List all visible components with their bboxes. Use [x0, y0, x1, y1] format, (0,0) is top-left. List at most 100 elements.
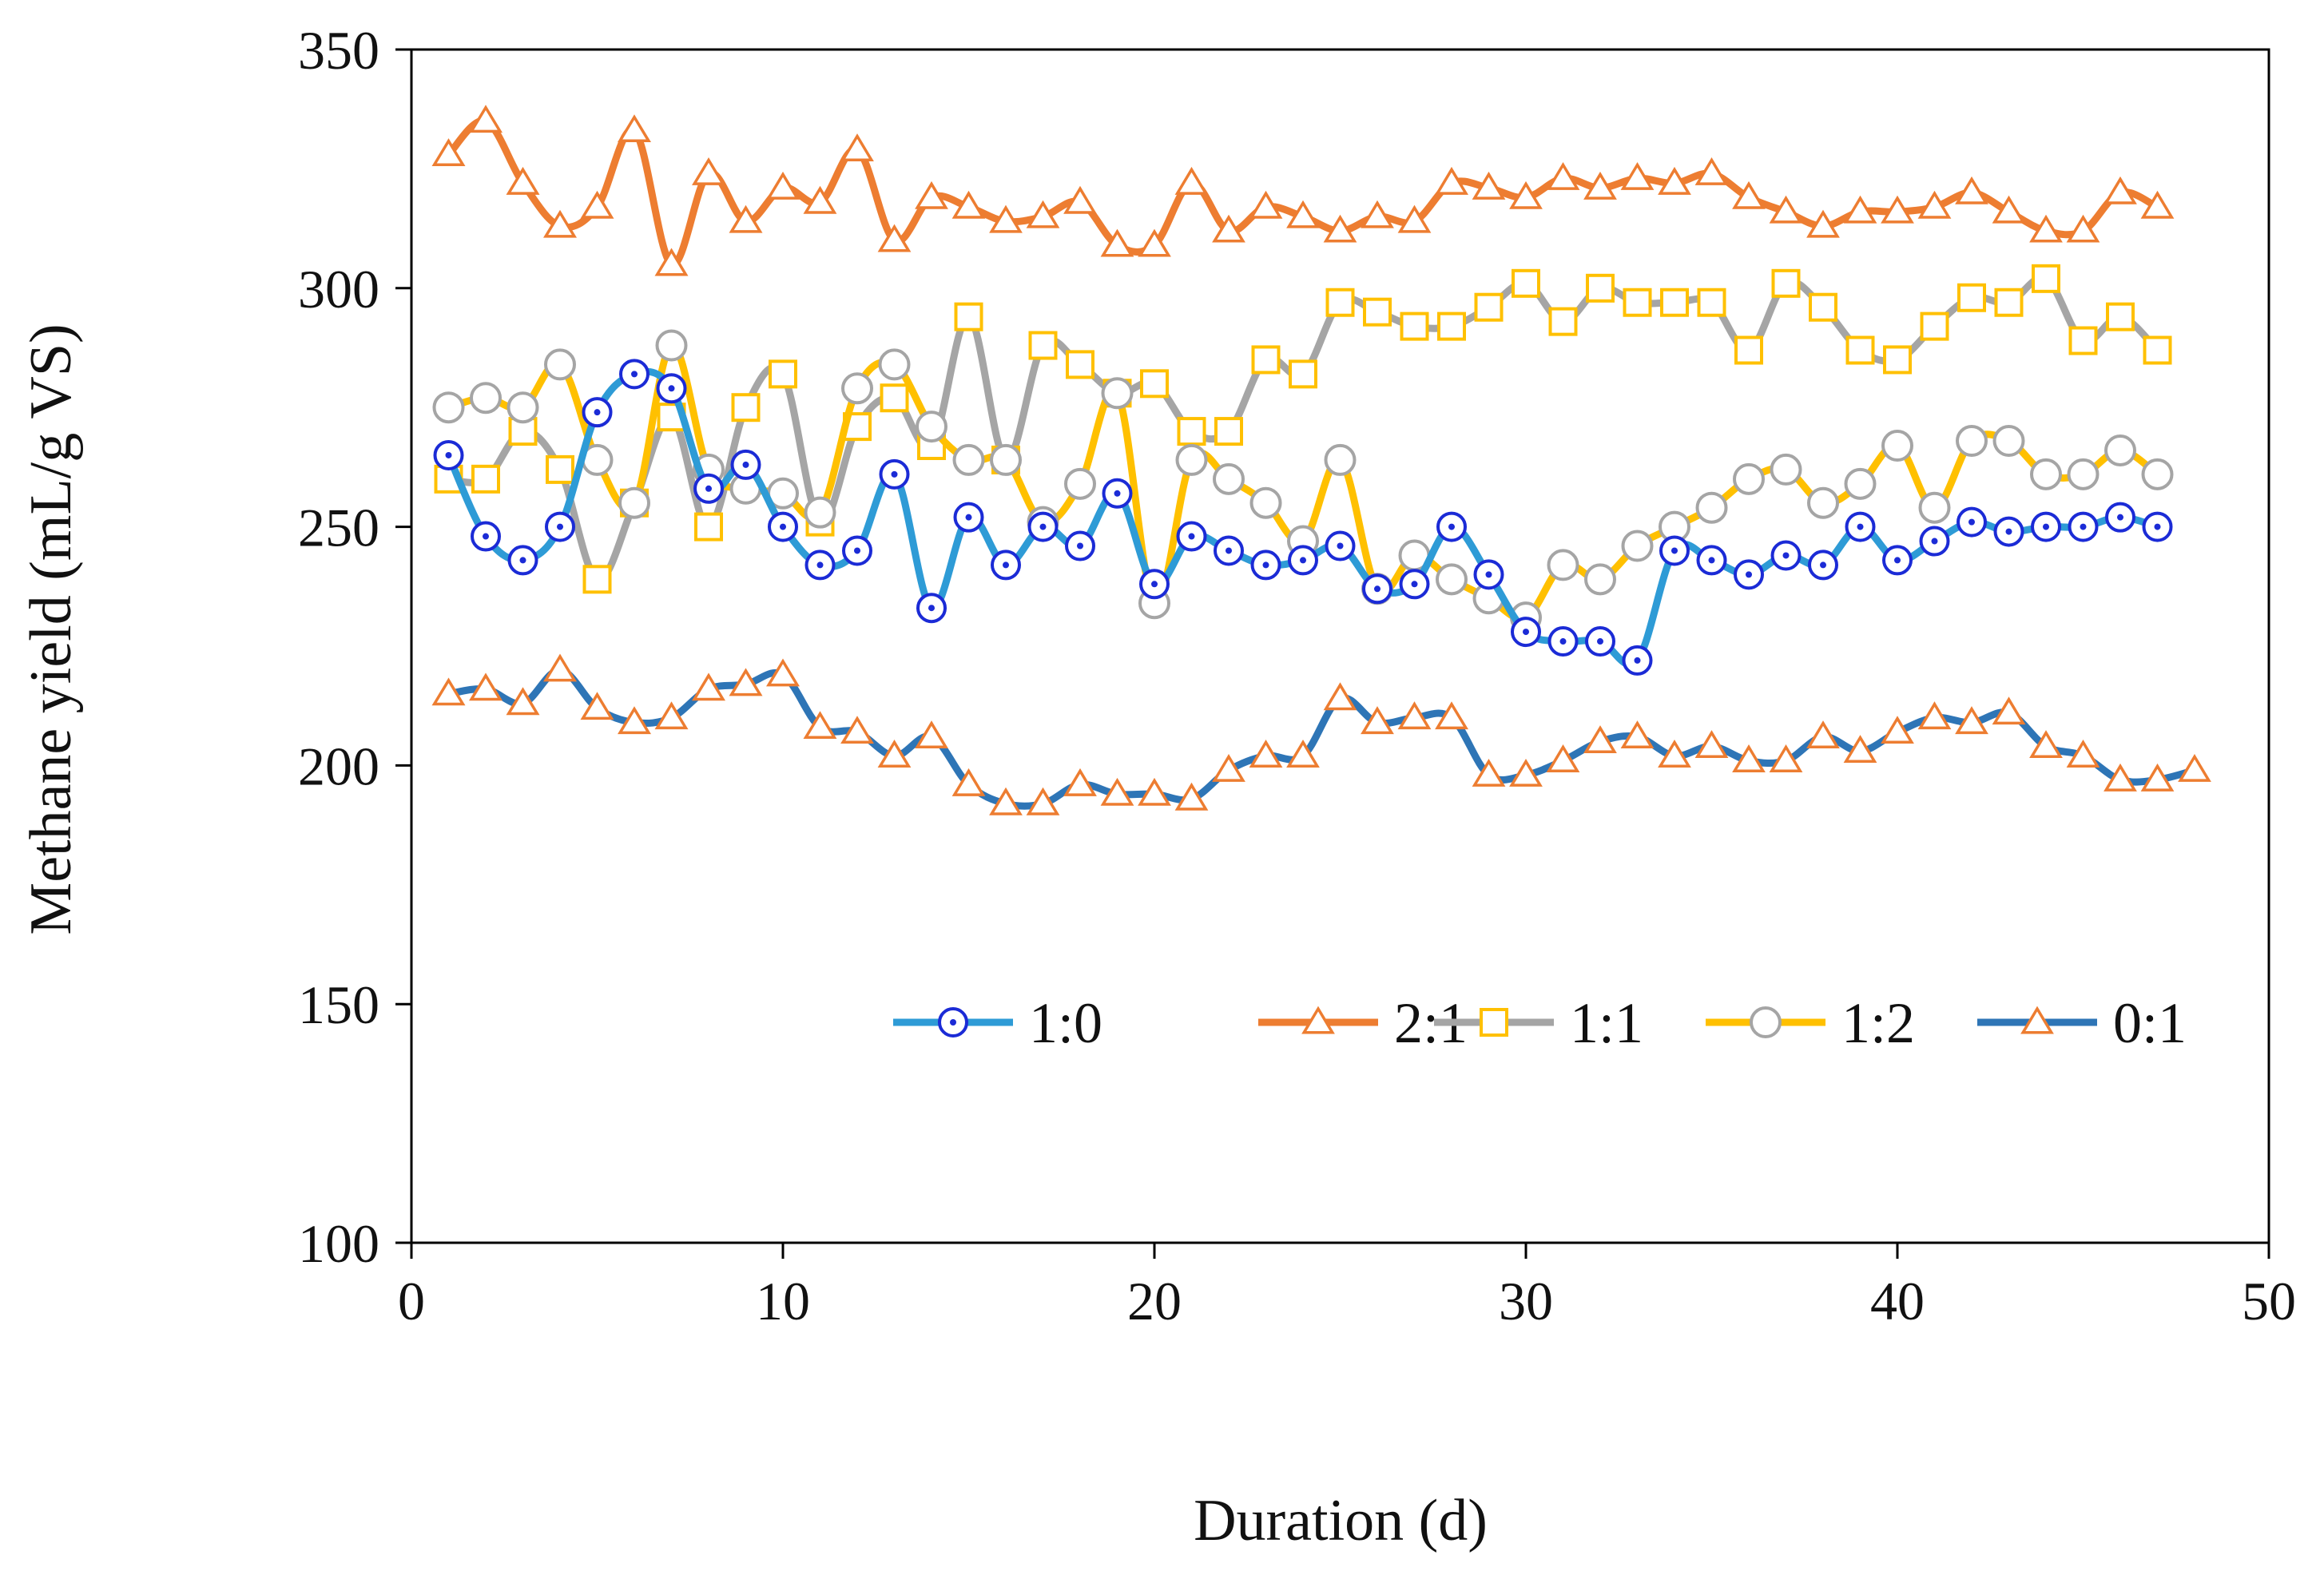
data-point-1-0 [1288, 545, 1318, 576]
data-point-1-0 [1659, 535, 1690, 566]
data-point-1-0-dot [631, 371, 638, 378]
data-point-2-1 [654, 248, 689, 276]
data-point-0-1 [654, 701, 689, 730]
data-point-1-2 [1213, 462, 1245, 495]
data-point-2-1 [2104, 176, 2137, 204]
series-0-1 [431, 653, 2211, 815]
data-point-1-0 [953, 502, 984, 533]
data-point-1-0-dot [1485, 571, 1492, 578]
data-point-1-2 [804, 496, 836, 529]
data-point-0-1 [431, 677, 466, 706]
legend-item-1-1: 1:1 [1434, 991, 1643, 1055]
data-point-1-0-dot [557, 523, 563, 530]
data-point-2-1 [2140, 190, 2175, 219]
data-point-1-0 [1250, 549, 1281, 581]
data-point-1-0 [991, 549, 1021, 581]
data-point-1-0-dot [928, 605, 935, 612]
data-point-1-0-dot [965, 514, 972, 521]
legend-marker [1480, 1008, 1508, 1037]
data-point-2-1 [989, 204, 1023, 233]
plot-area-border [410, 48, 2270, 1244]
data-point-1-2 [544, 348, 576, 381]
data-point-1-0-dot [1300, 557, 1306, 564]
data-point-1-1 [1251, 345, 1281, 375]
data-point-1-0 [619, 359, 650, 390]
data-point-2-1 [1100, 228, 1134, 257]
data-point-1-0-dot [1559, 638, 1567, 645]
data-point-1-2 [1547, 549, 1579, 581]
data-point-1-0-dot [1857, 523, 1864, 530]
data-point-2-1 [1732, 181, 1766, 209]
data-point-2-1 [2029, 214, 2063, 243]
series-1-2 [432, 329, 2174, 634]
data-point-2-1 [692, 157, 725, 185]
data-point-1-2 [2141, 458, 2174, 490]
data-point-1-0-dot [854, 547, 860, 554]
data-point-0-1 [618, 706, 651, 735]
data-point-1-0-dot [1782, 552, 1790, 559]
legend-marker-dot [950, 1019, 956, 1026]
data-point-2-1 [840, 133, 874, 161]
data-point-2-1 [1397, 204, 1432, 233]
data-point-0-1 [2029, 730, 2063, 758]
data-point-1-0-dot [2080, 523, 2087, 530]
data-point-1-1 [2143, 335, 2172, 365]
data-point-1-1 [1883, 345, 1912, 375]
data-point-1-2 [1956, 425, 1988, 458]
data-point-1-1 [1957, 283, 1986, 312]
series-line-2-1 [445, 117, 2161, 268]
data-point-1-0-dot [1226, 547, 1232, 554]
data-point-1-0 [1622, 645, 1653, 676]
data-point-1-2 [1324, 443, 1357, 476]
data-point-2-1 [915, 181, 948, 209]
data-point-1-0 [545, 511, 575, 542]
data-point-2-1 [877, 224, 912, 252]
data-point-1-2 [507, 391, 539, 424]
data-point-2-1 [1286, 200, 1320, 228]
data-point-0-1 [1509, 758, 1543, 787]
data-point-1-0-dot [668, 385, 675, 392]
series-2-1 [431, 105, 2175, 276]
data-point-1-2 [432, 391, 465, 424]
x-tick-label: 50 [2242, 1271, 2296, 1331]
data-point-0-1 [2140, 763, 2175, 792]
data-point-2-1 [1249, 190, 1283, 219]
data-point-1-0-dot [1671, 547, 1678, 554]
data-point-1-1 [1066, 350, 1094, 379]
data-point-1-1 [1140, 369, 1169, 399]
data-point-1-2 [2104, 434, 2136, 466]
data-point-0-1 [1843, 735, 1877, 763]
data-point-1-1 [1512, 268, 1540, 298]
data-point-1-0 [730, 449, 761, 480]
axis-ticks: 0 10 20 30 40 50 100 150 200 250 300 350 [298, 20, 2296, 1331]
data-point-1-1 [1437, 311, 1466, 341]
data-point-0-1 [692, 672, 725, 701]
data-point-1-1 [1400, 311, 1429, 341]
data-point-1-0 [1473, 559, 1504, 590]
data-point-1-0-dot [1746, 571, 1752, 578]
data-point-1-2 [2067, 458, 2100, 490]
data-point-1-1 [2032, 264, 2060, 293]
data-point-1-1 [1548, 307, 1578, 336]
data-point-1-0-dot [2043, 523, 2049, 530]
data-point-1-0-dot [1337, 542, 1344, 549]
data-point-1-0-dot [1039, 523, 1047, 530]
data-point-1-2 [1992, 425, 2025, 458]
data-point-1-0 [1362, 573, 1392, 605]
data-point-1-0 [1214, 535, 1244, 566]
data-point-2-1 [431, 138, 466, 166]
legend: 1:0 2:1 1:1 1:2 0:1 [893, 991, 2187, 1055]
data-point-0-1 [840, 716, 874, 744]
data-point-0-1 [1138, 777, 1171, 806]
x-tick-label: 10 [756, 1271, 810, 1331]
x-tick-label: 0 [398, 1271, 425, 1331]
data-point-0-1 [1397, 701, 1432, 730]
data-point-2-1 [1583, 171, 1617, 200]
data-point-1-0 [842, 535, 872, 566]
data-point-0-1 [915, 720, 948, 749]
data-point-2-1 [543, 209, 577, 238]
data-point-1-0 [1065, 530, 1095, 561]
data-point-1-0-dot [1820, 561, 1826, 569]
data-point-1-2 [1918, 491, 1951, 524]
data-point-1-0 [656, 373, 687, 404]
